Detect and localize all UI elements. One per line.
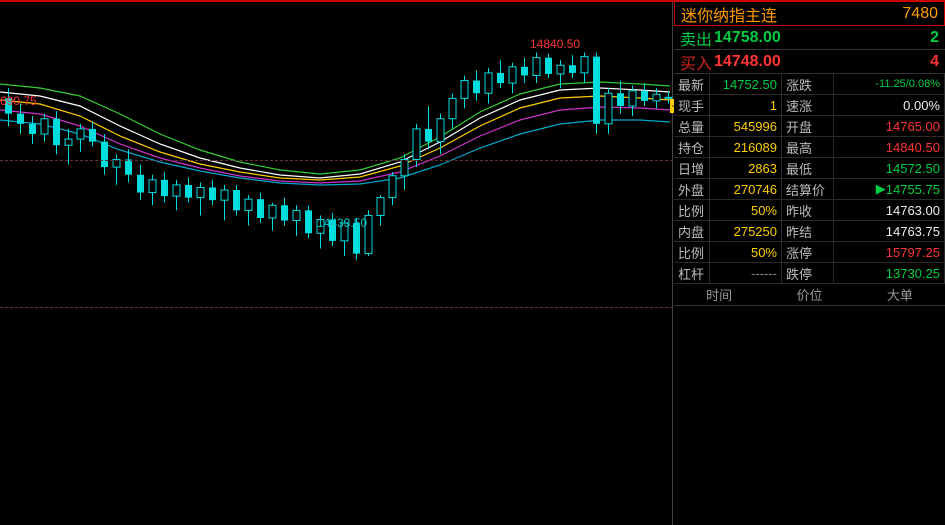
chart-annotation: 690.75 [0,94,37,108]
quote-panel: 迷你纳指主连 7480 卖出 14758.00 2 买入 14748.00 4 … [674,2,945,525]
v-hand: 1 [710,95,782,116]
k-settle: 结算价 [782,179,834,200]
k-dnlimit: 跌停 [782,263,834,284]
k-low: 最低 [782,158,834,179]
sell-quote[interactable]: 卖出 14758.00 2 [674,26,945,50]
candlestick-chart[interactable] [0,2,673,525]
v-dnlimit: 13730.25 [834,263,945,284]
buy-quote[interactable]: 买入 14748.00 4 [674,50,945,74]
instrument-name: 迷你纳指主连 [681,2,777,26]
buy-qty: 4 [909,53,939,71]
buy-label: 买入 [680,50,714,74]
k-uplimit: 涨停 [782,242,834,263]
v-speed: 0.00% [834,95,945,116]
v-in: 275250 [710,221,782,242]
k-volume: 总量 [674,116,710,137]
k-pclose: 昨收 [782,200,834,221]
v-daily: 2863 [710,158,782,179]
sell-price: 14758.00 [714,29,909,47]
stats-grid: 最新 14752.50 涨跌 -11.25/0.08% 现手 1 速涨 0.00… [674,74,945,284]
chart-annotation: 14840.50 [530,37,580,51]
k-high: 最高 [782,137,834,158]
k-out: 外盘 [674,179,710,200]
v-change: -11.25/0.08% [834,74,945,95]
k-ratio2: 比例 [674,242,710,263]
sell-label: 卖出 [680,26,714,50]
v-lever: ------ [710,263,782,284]
k-lever: 杠杆 [674,263,710,284]
k-daily: 日增 [674,158,710,179]
k-oi: 持仓 [674,137,710,158]
v-volume: 545996 [710,116,782,137]
k-ratio1: 比例 [674,200,710,221]
instrument-code: 7480 [902,5,938,23]
chart-annotation: 14433.50 [317,216,367,230]
chart-area[interactable]: 14840.50 690.75 14433.50 [0,2,673,525]
k-speed: 速涨 [782,95,834,116]
trades-header: 时间 价位 大单 [674,284,945,306]
v-latest: 14752.50 [710,74,782,95]
v-uplimit: 15797.25 [834,242,945,263]
th-time: 时间 [674,284,764,305]
v-ratio2: 50% [710,242,782,263]
th-size: 大单 [855,284,945,305]
v-ratio1: 50% [710,200,782,221]
th-price: 价位 [764,284,854,305]
k-psettle: 昨结 [782,221,834,242]
instrument-title: 迷你纳指主连 7480 [674,2,945,26]
k-change: 涨跌 [782,74,834,95]
k-in: 内盘 [674,221,710,242]
k-open: 开盘 [782,116,834,137]
k-hand: 现手 [674,95,710,116]
v-settle: ▶14755.75 [834,179,945,200]
v-out: 270746 [710,179,782,200]
v-high: 14840.50 [834,137,945,158]
k-latest: 最新 [674,74,710,95]
v-oi: 216089 [710,137,782,158]
v-psettle: 14763.75 [834,221,945,242]
v-open: 14765.00 [834,116,945,137]
v-pclose: 14763.00 [834,200,945,221]
sell-qty: 2 [909,29,939,47]
buy-price: 14748.00 [714,53,909,71]
v-low: 14572.50 [834,158,945,179]
